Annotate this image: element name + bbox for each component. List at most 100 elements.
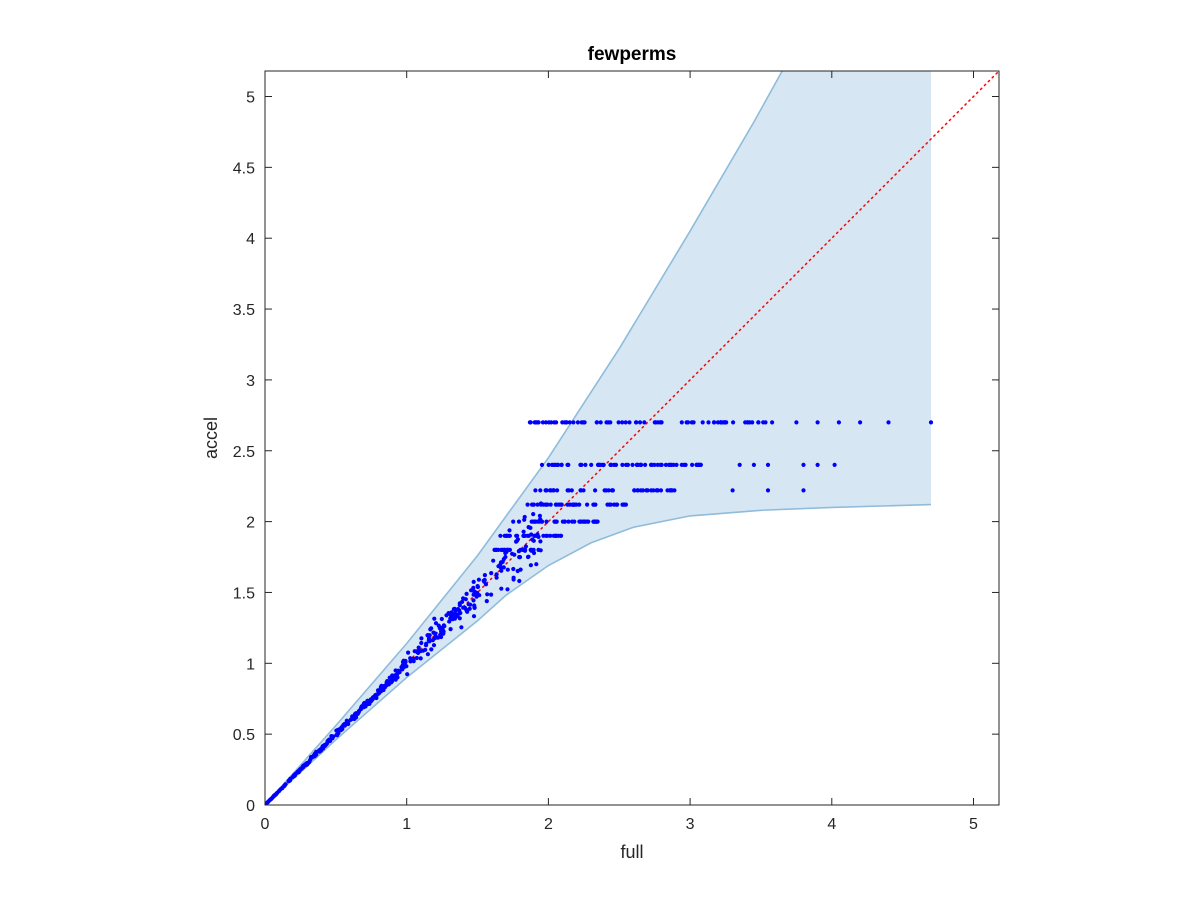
data-point	[489, 592, 494, 597]
data-point	[309, 755, 314, 760]
data-point	[659, 462, 664, 467]
data-point	[747, 420, 752, 425]
data-point	[533, 488, 538, 493]
y-tick-label: 1.5	[233, 585, 255, 602]
data-point	[556, 462, 561, 467]
data-point	[391, 676, 396, 681]
data-point	[416, 649, 421, 654]
data-point	[307, 759, 312, 765]
data-point	[540, 420, 546, 425]
data-point	[730, 488, 735, 493]
data-point	[469, 588, 474, 593]
data-point	[700, 420, 705, 425]
data-point	[463, 597, 468, 602]
data-point	[477, 593, 482, 598]
data-point	[499, 568, 504, 573]
data-point	[765, 488, 771, 493]
x-tick-label: 3	[686, 816, 695, 833]
data-point	[499, 547, 504, 553]
x-tick-labels: 0 1 2 3 4 5	[261, 816, 978, 833]
data-point	[598, 420, 603, 425]
data-point	[505, 567, 510, 572]
data-point	[801, 488, 806, 493]
data-point	[528, 525, 533, 531]
data-point	[551, 488, 556, 493]
data-point	[489, 571, 494, 576]
data-point	[531, 538, 536, 543]
data-point	[559, 462, 564, 467]
data-point	[471, 579, 476, 585]
data-point	[484, 599, 489, 604]
data-point	[581, 420, 586, 425]
y-tick-label: 2	[246, 515, 255, 532]
data-point	[665, 488, 670, 493]
data-point	[467, 606, 472, 611]
data-point	[353, 712, 358, 717]
data-point	[658, 488, 664, 493]
data-point	[499, 586, 504, 591]
data-point	[589, 462, 594, 467]
data-point	[552, 420, 557, 425]
data-point	[554, 533, 559, 538]
data-point	[346, 721, 351, 727]
data-point	[386, 679, 391, 684]
data-point	[527, 420, 533, 425]
data-point	[416, 645, 421, 650]
data-point	[623, 420, 628, 425]
data-point	[583, 519, 589, 524]
data-point	[737, 462, 742, 467]
data-point	[562, 519, 567, 524]
confidence-band	[265, 71, 932, 805]
data-point	[608, 420, 613, 425]
data-point	[525, 533, 530, 538]
data-point	[928, 420, 934, 425]
data-point	[507, 533, 512, 538]
data-point	[533, 519, 538, 524]
data-point	[363, 704, 368, 709]
data-point	[567, 420, 572, 425]
data-point	[578, 462, 583, 467]
data-point	[432, 616, 437, 621]
data-point	[318, 748, 323, 753]
data-point	[557, 502, 562, 507]
data-point	[718, 420, 723, 425]
data-point	[546, 462, 551, 467]
data-point	[342, 723, 348, 728]
data-point	[515, 533, 520, 538]
data-point	[698, 462, 703, 467]
data-point	[553, 502, 559, 507]
data-point	[505, 587, 510, 592]
data-point	[620, 420, 625, 425]
data-point	[418, 656, 423, 661]
chart-title: fewperms	[588, 44, 677, 65]
data-point	[564, 420, 569, 425]
data-point	[383, 684, 388, 690]
data-point	[632, 488, 637, 493]
data-point	[457, 616, 462, 621]
data-point	[691, 420, 696, 425]
data-point	[609, 488, 615, 493]
y-tick-label: 3	[246, 373, 255, 390]
data-point	[511, 519, 516, 524]
data-point	[581, 488, 586, 493]
data-point	[395, 668, 400, 674]
data-point	[566, 488, 572, 493]
data-point	[539, 462, 545, 467]
data-point	[801, 462, 806, 467]
data-point	[635, 488, 640, 493]
y-tick-labels: 0 0.5 1 1.5 2 2.5 3 3.5 4 4.5 5	[233, 90, 255, 815]
data-point	[466, 602, 471, 607]
data-point	[462, 605, 467, 610]
data-point	[815, 420, 820, 425]
data-point	[511, 577, 516, 582]
data-point	[387, 675, 392, 680]
data-point	[858, 420, 863, 425]
data-point	[522, 514, 527, 520]
data-point	[543, 420, 549, 425]
data-point	[448, 627, 453, 632]
data-point	[441, 631, 446, 636]
x-tick-label: 5	[969, 816, 978, 833]
data-point	[602, 488, 607, 493]
data-point	[634, 462, 639, 467]
data-point	[537, 513, 543, 518]
